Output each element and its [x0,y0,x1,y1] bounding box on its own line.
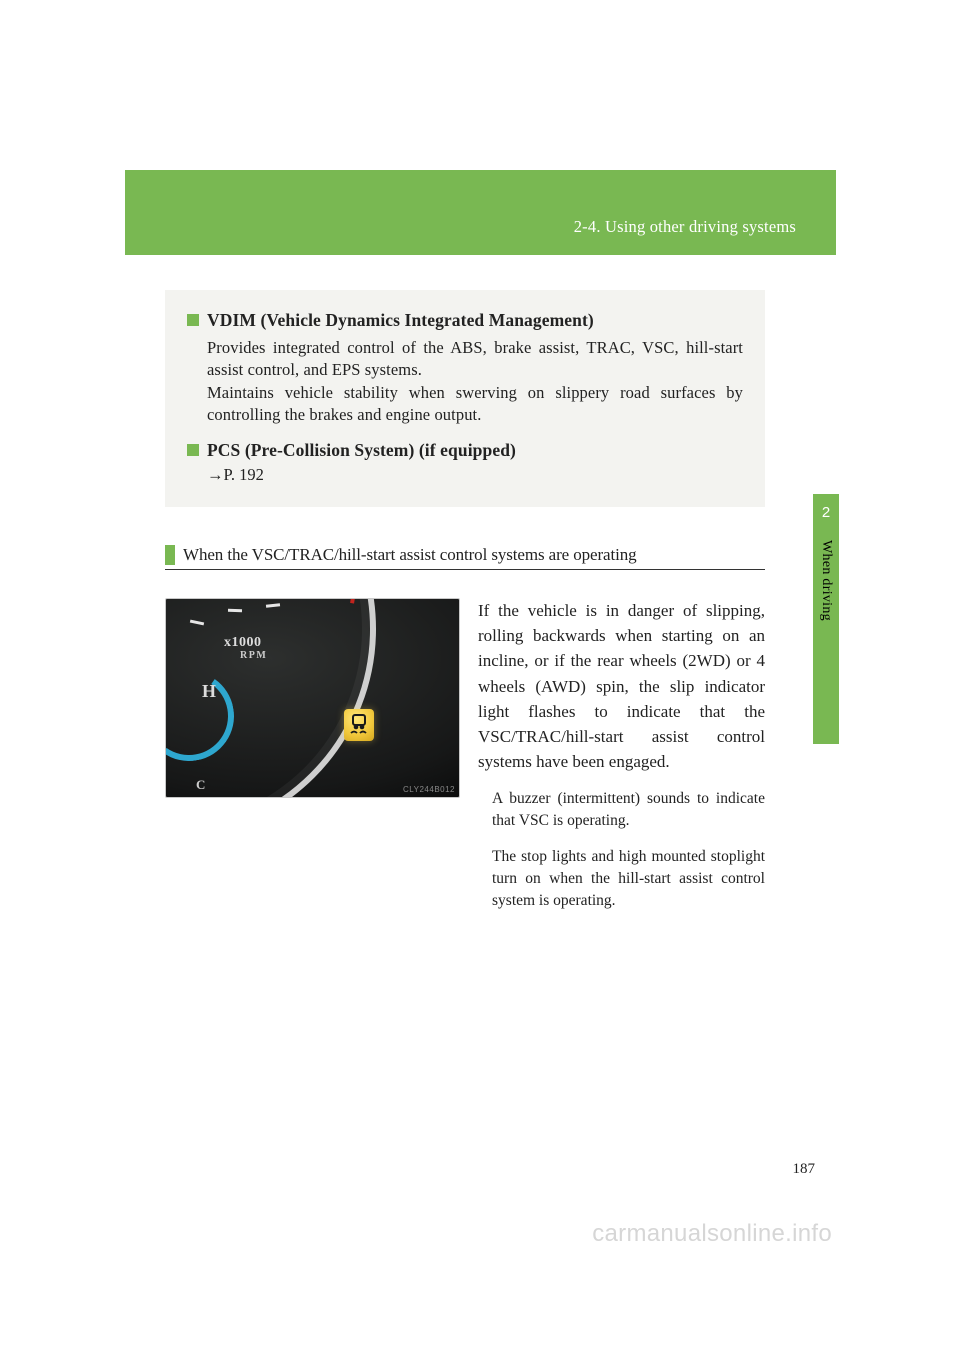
two-column-row: x1000 RPM H C CLY244B012 If the vehicle [165,598,765,912]
gauge-column: x1000 RPM H C CLY244B012 [165,598,460,912]
bullet-square-icon [187,314,199,326]
page-number: 187 [793,1161,816,1178]
info-box: VDIM (Vehicle Dynamics Integrated Manage… [165,290,765,507]
gauge-tick [228,609,242,612]
heading-title: When the VSC/TRAC/hill-start assist cont… [183,545,637,565]
body-text-column: If the vehicle is in danger of slipping,… [460,598,765,912]
gauge-caption: CLY244B012 [403,785,455,794]
watermark: carmanualsonline.info [592,1220,832,1248]
heading-accent-bar [165,545,175,565]
bullet-item: PCS (Pre-Collision System) (if equipped) [187,440,743,461]
section-header-text: 2-4. Using other driving systems [574,217,796,237]
chapter-tab-number: 2 [813,504,839,521]
section-header: 2-4. Using other driving systems [125,170,836,255]
section-heading: When the VSC/TRAC/hill-start assist cont… [165,545,765,570]
chapter-tab-label: When driving [818,540,834,621]
bullet-item: VDIM (Vehicle Dynamics Integrated Manage… [187,310,743,331]
bullet-square-icon [187,444,199,456]
page-content: VDIM (Vehicle Dynamics Integrated Manage… [165,290,765,912]
slip-indicator-icon [344,709,374,741]
gauge-illustration: x1000 RPM H C CLY244B012 [165,598,460,798]
body-main-text: If the vehicle is in danger of slipping,… [478,598,765,774]
page-ref: →P. 192 [207,465,743,485]
chapter-tab: 2 When driving [813,494,839,744]
bullet-title: PCS (Pre-Collision System) (if equipped) [207,440,516,461]
bullet-body: Provides integrated control of the ABS, … [207,337,743,426]
gauge-c-label: C [196,777,205,793]
bullet-title: VDIM (Vehicle Dynamics Integrated Manage… [207,310,594,331]
gauge-h-label: H [202,681,216,702]
gauge-x1000-label: x1000 [224,635,262,651]
body-sub-text: The stop lights and high mounted stoplig… [478,846,765,912]
body-sub-text: A buzzer (intermittent) sounds to indica… [478,788,765,832]
gauge-rpm-label: RPM [240,650,267,661]
